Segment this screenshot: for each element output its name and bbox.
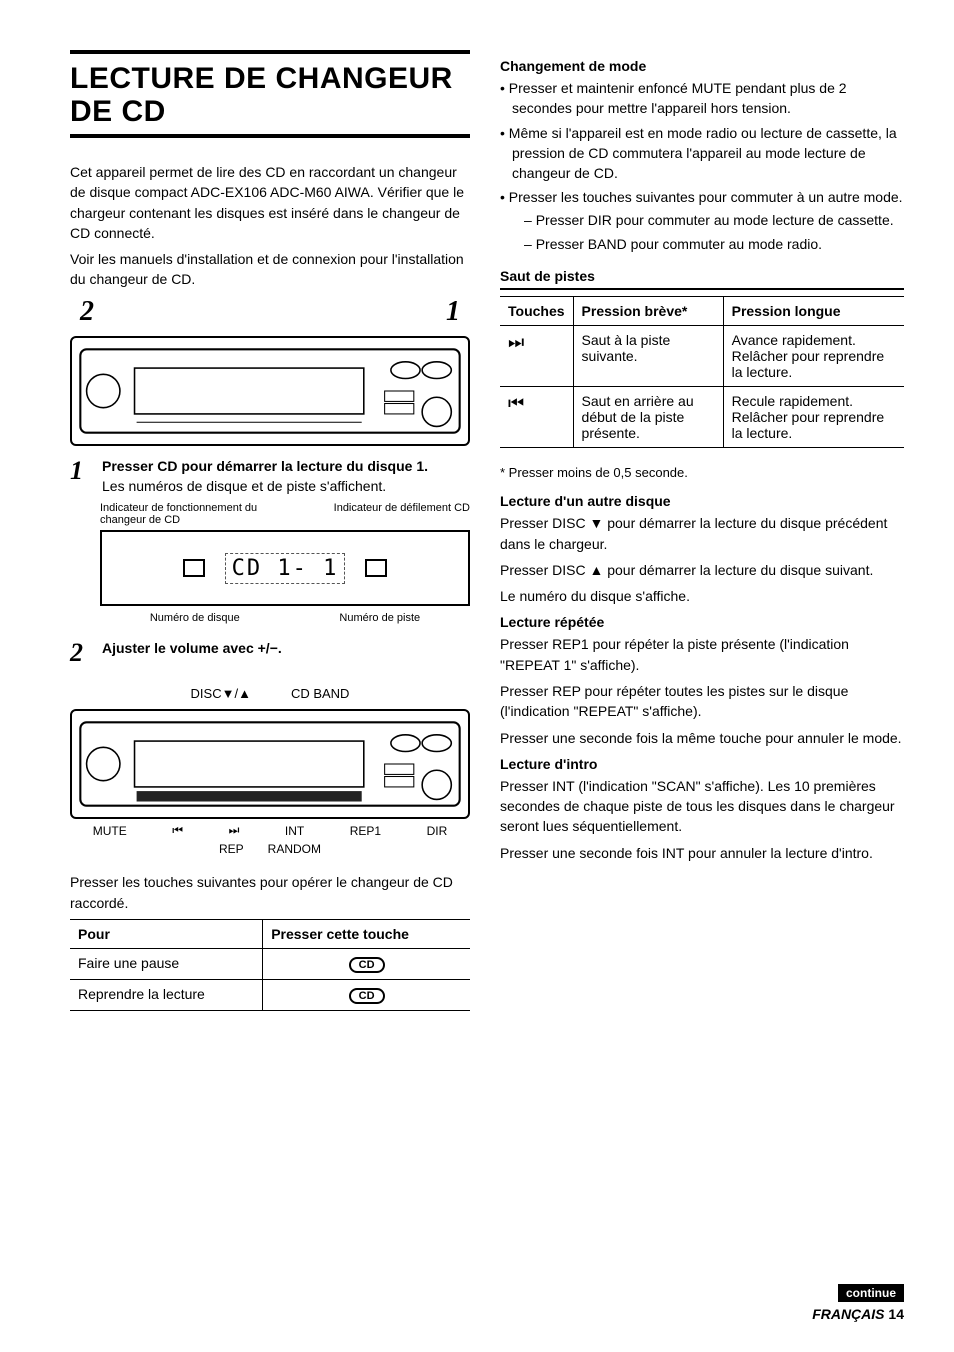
intro-play-p1: Presser INT (l'indication "SCAN" s'affic…	[500, 776, 904, 837]
footer-language-page: FRANÇAIS 14	[812, 1306, 904, 1322]
list-item: Presser les touches suivantes pour commu…	[500, 187, 904, 254]
list-item: Même si l'appareil est en mode radio ou …	[500, 123, 904, 184]
skip-cell: Saut à la piste suivante.	[573, 326, 723, 387]
step-2-number: 2	[70, 638, 88, 668]
table-row: Pour Presser cette touche	[70, 919, 470, 948]
device-illustration-1	[72, 338, 468, 444]
label-random: RANDOM	[268, 842, 321, 856]
other-disc-title: Lecture d'un autre disque	[500, 493, 904, 509]
device-diagram-1	[70, 336, 470, 446]
skip-header: Pression brève*	[573, 297, 723, 326]
label-mute: MUTE	[93, 824, 127, 838]
cd-button-icon: CD	[349, 957, 385, 973]
step-1-bold: Presser CD pour démarrer la lecture du d…	[102, 458, 428, 474]
other-disc-p1: Presser DISC ▼ pour démarrer la lecture …	[500, 513, 904, 554]
other-disc-p3: Le numéro du disque s'affiche.	[500, 586, 904, 606]
device-illustration-2	[72, 711, 468, 817]
page-title: LECTURE DE CHANGEUR DE CD	[70, 62, 470, 128]
footer-page-number: 14	[888, 1306, 904, 1322]
changer-icon	[183, 559, 205, 577]
ops-header-for: Pour	[70, 919, 263, 948]
repeat-p3: Presser une seconde fois la même touche …	[500, 728, 904, 748]
step-1-number: 1	[70, 456, 88, 497]
mode-change-list: Presser et maintenir enfoncé MUTE pendan…	[500, 78, 904, 254]
prev-track-icon: ⏮	[500, 387, 573, 448]
repeat-p1: Presser REP1 pour répéter la piste prése…	[500, 634, 904, 675]
diagram2-top-labels: DISC▼/▲ CD BAND	[70, 686, 470, 701]
ops-cell: CD	[263, 979, 470, 1010]
intro-paragraph-1: Cet appareil permet de lire des CD en ra…	[70, 162, 470, 243]
list-item: Presser DIR pour commuter au mode lectur…	[524, 210, 904, 230]
ops-cell: Faire une pause	[70, 948, 263, 979]
skip-header: Pression longue	[723, 297, 904, 326]
label-indicator-right: Indicateur de défilement CD	[322, 502, 470, 526]
other-disc-p2: Presser DISC ▲ pour démarrer la lecture …	[500, 560, 904, 580]
label-int: INT	[285, 824, 304, 838]
prev-track-icon: ⏮	[172, 823, 183, 838]
device-diagram-2	[70, 709, 470, 819]
step-2: 2 Ajuster le volume avec +/−.	[70, 638, 470, 668]
table-row: Reprendre la lecture CD	[70, 979, 470, 1010]
table-row: ⏮ Saut en arrière au début de la piste p…	[500, 387, 904, 448]
diagram1-callouts: 2 1	[70, 296, 470, 328]
step-1-text: Les numéros de disque et de piste s'affi…	[102, 478, 386, 494]
ops-cell: CD	[263, 948, 470, 979]
diagram1-num-left: 2	[80, 296, 94, 328]
scroll-icon	[365, 559, 387, 577]
next-track-icon: ⏭	[500, 326, 573, 387]
label-indicator-left: Indicateur de fonctionnement du changeur…	[100, 502, 285, 526]
title-rule	[70, 134, 470, 138]
left-column: LECTURE DE CHANGEUR DE CD Cet appareil p…	[70, 50, 470, 1027]
label-track-number: Numéro de piste	[339, 612, 420, 624]
skip-cell: Avance rapidement. Relâcher pour reprend…	[723, 326, 904, 387]
page-footer: continue FRANÇAIS 14	[812, 1284, 904, 1322]
mode-change-title: Changement de mode	[500, 58, 904, 74]
step-2-bold: Ajuster le volume avec +/−.	[102, 640, 282, 656]
ops-intro: Presser les touches suivantes pour opére…	[70, 872, 470, 913]
table-row: Touches Pression brève* Pression longue	[500, 297, 904, 326]
display-top-labels: Indicateur de fonctionnement du changeur…	[100, 502, 470, 526]
ops-header-press: Presser cette touche	[263, 919, 470, 948]
track-skip-title: Saut de pistes	[500, 268, 904, 284]
intro-play-p2: Presser une seconde fois INT pour annule…	[500, 843, 904, 863]
repeat-title: Lecture répétée	[500, 614, 904, 630]
footer-language: FRANÇAIS	[812, 1306, 884, 1322]
label-dir: DIR	[427, 824, 448, 838]
intro-paragraph-2: Voir les manuels d'installation et de co…	[70, 249, 470, 290]
label-disc-arrows: DISC▼/▲	[191, 686, 251, 701]
ops-table: Pour Presser cette touche Faire une paus…	[70, 919, 470, 1011]
skip-cell: Recule rapidement. Relâcher pour reprend…	[723, 387, 904, 448]
diagram2-bottom-labels: MUTE ⏮ ⏭ INT REP1 DIR	[70, 823, 470, 838]
label-disc-number: Numéro de disque	[150, 612, 240, 624]
continue-tag: continue	[838, 1284, 904, 1302]
display-diagram: CD 1- 1	[100, 530, 470, 606]
table-row: Faire une pause CD	[70, 948, 470, 979]
ops-cell: Reprendre la lecture	[70, 979, 263, 1010]
intro-play-title: Lecture d'intro	[500, 756, 904, 772]
label-rep1: REP1	[350, 824, 381, 838]
list-item: Presser BAND pour commuter au mode radio…	[524, 234, 904, 254]
label-rep: REP	[219, 842, 244, 856]
cd-button-icon: CD	[349, 988, 385, 1004]
list-item-text: Presser les touches suivantes pour commu…	[509, 189, 903, 205]
table-row: ⏭ Saut à la piste suivante. Avance rapid…	[500, 326, 904, 387]
skip-cell: Saut en arrière au début de la piste pré…	[573, 387, 723, 448]
list-item: Presser et maintenir enfoncé MUTE pendan…	[500, 78, 904, 119]
label-cd-band: CD BAND	[291, 686, 350, 701]
skip-header: Touches	[500, 297, 573, 326]
step-1: 1 Presser CD pour démarrer la lecture du…	[70, 456, 470, 497]
diagram1-num-right: 1	[446, 296, 460, 328]
track-skip-table: Touches Pression brève* Pression longue …	[500, 296, 904, 448]
display-bottom-labels: Numéro de disque Numéro de piste	[100, 612, 470, 624]
repeat-p2: Presser REP pour répéter toutes les pist…	[500, 681, 904, 722]
right-column: Changement de mode Presser et maintenir …	[500, 50, 904, 1027]
skip-footnote: * Presser moins de 0,5 seconde.	[500, 464, 904, 483]
diagram2-bottom-labels-2: REP RANDOM	[70, 842, 470, 856]
top-rule	[70, 50, 470, 54]
display-segment-text: CD 1- 1	[225, 553, 346, 584]
section-rule	[500, 288, 904, 290]
next-track-icon: ⏭	[229, 823, 240, 838]
